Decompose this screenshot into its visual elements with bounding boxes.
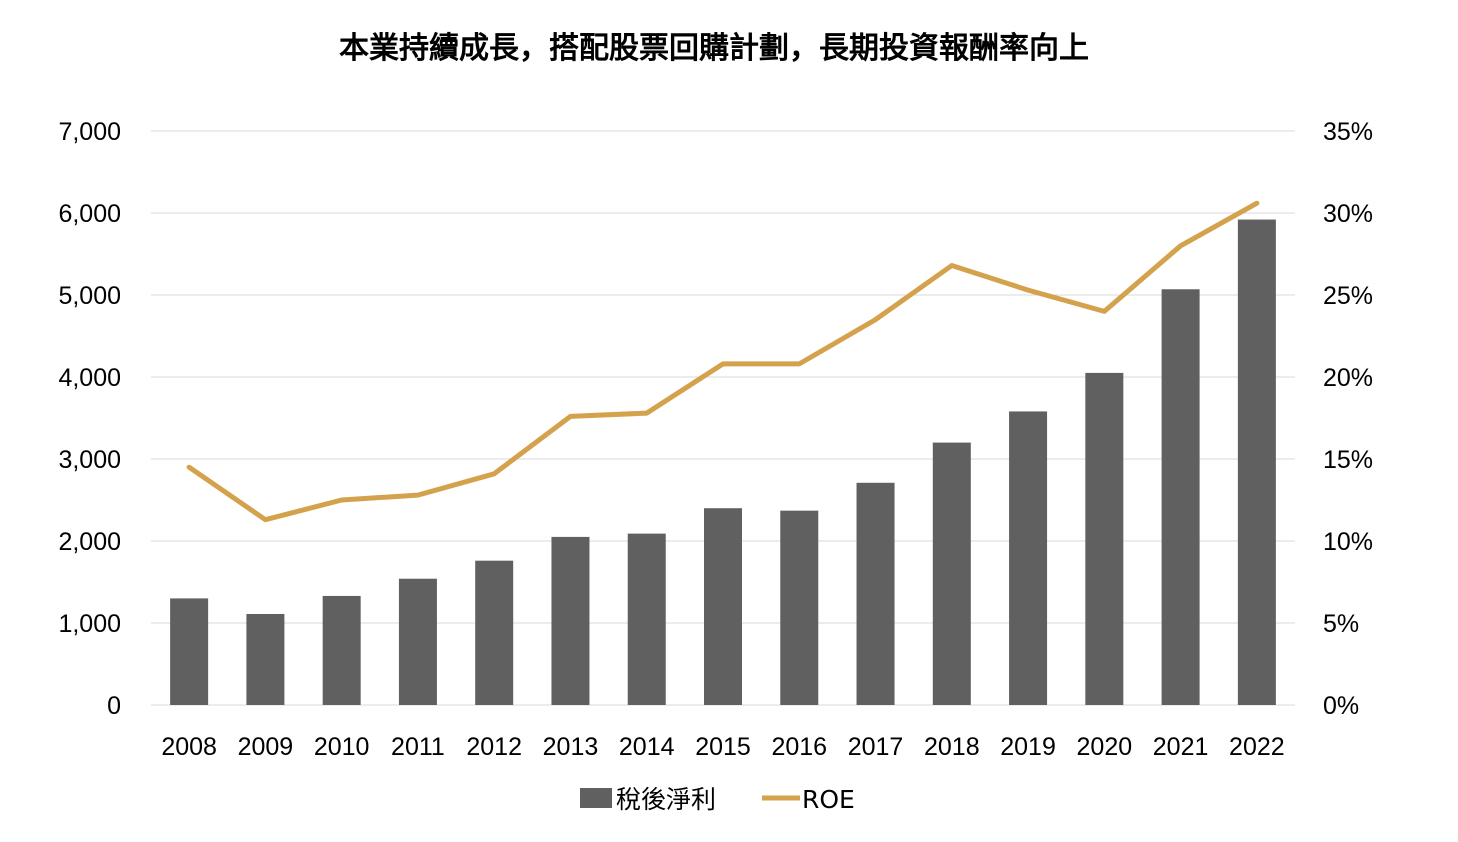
right-tick-label: 10% xyxy=(1323,528,1373,556)
roe-point-2013 xyxy=(568,414,573,419)
bar-2010 xyxy=(322,595,361,705)
gridlines xyxy=(151,130,1295,706)
left-tick-label: 1,000 xyxy=(58,610,121,638)
left-tick-label: 4,000 xyxy=(58,364,121,392)
x-axis: 2008 2009 2010 2011 2012 2013 2014 2015 2016 2017… xyxy=(161,733,1284,761)
right-tick-label: 0% xyxy=(1323,692,1359,720)
bar-2018 xyxy=(932,442,971,705)
bar-2016 xyxy=(780,510,819,705)
left-tick-label: 7,000 xyxy=(58,118,121,146)
x-tick-label: 2020 xyxy=(1077,733,1133,761)
right-tick-label: 25% xyxy=(1323,282,1373,310)
x-tick-label: 2013 xyxy=(543,733,599,761)
bar-2022 xyxy=(1237,219,1276,705)
legend-label-line: ROE xyxy=(802,785,855,814)
roe-point-2019 xyxy=(1026,288,1031,293)
chart-title: 本業持續成長，搭配股票回購計劃，長期投資報酬率向上 xyxy=(339,31,1089,66)
x-tick-label: 2015 xyxy=(695,733,751,761)
x-tick-label: 2017 xyxy=(848,733,904,761)
left-tick-label: 5,000 xyxy=(58,282,121,310)
right-tick-label: 15% xyxy=(1323,446,1373,474)
legend-label-bar: 稅後淨利 xyxy=(616,785,716,814)
x-tick-label: 2021 xyxy=(1153,733,1209,761)
bar-2017 xyxy=(856,482,895,705)
legend-swatch-bar xyxy=(580,788,612,808)
roe-point-2009 xyxy=(263,517,268,522)
bar-series xyxy=(170,219,1276,705)
roe-point-2011 xyxy=(415,493,420,498)
roe-point-2008 xyxy=(187,465,192,470)
left-tick-label: 3,000 xyxy=(58,446,121,474)
left-tick-label: 6,000 xyxy=(58,200,121,228)
right-tick-label: 30% xyxy=(1323,200,1373,228)
bar-2008 xyxy=(170,598,209,705)
roe-point-2014 xyxy=(644,411,649,416)
bar-2013 xyxy=(551,536,590,705)
right-tick-label: 35% xyxy=(1323,118,1373,146)
bar-2012 xyxy=(475,560,514,705)
x-tick-label: 2022 xyxy=(1229,733,1285,761)
roe-point-2012 xyxy=(492,471,497,476)
x-tick-label: 2012 xyxy=(466,733,522,761)
right-tick-label: 20% xyxy=(1323,364,1373,392)
roe-point-2018 xyxy=(949,263,954,268)
roe-point-2017 xyxy=(873,317,878,322)
roe-point-2022 xyxy=(1254,201,1259,206)
x-tick-label: 2010 xyxy=(314,733,370,761)
left-y-axis: 0 1,000 2,000 3,000 4,000 5,000 6,000 7,000 xyxy=(58,118,121,720)
x-tick-label: 2014 xyxy=(619,733,675,761)
x-tick-label: 2019 xyxy=(1000,733,1056,761)
roe-point-2021 xyxy=(1178,243,1183,248)
roe-point-2016 xyxy=(797,361,802,366)
bar-2021 xyxy=(1161,289,1200,705)
bar-2014 xyxy=(627,533,666,705)
bar-2015 xyxy=(704,508,742,705)
bar-2009 xyxy=(246,613,285,705)
left-tick-label: 0 xyxy=(107,692,121,720)
bar-2011 xyxy=(398,578,437,705)
left-tick-label: 2,000 xyxy=(58,528,121,556)
line-series xyxy=(186,200,1260,523)
x-tick-label: 2011 xyxy=(391,733,445,761)
right-y-axis: 0% 5% 10% 15% 20% 25% 30% 35% xyxy=(1323,118,1373,720)
roe-point-2015 xyxy=(721,361,725,366)
roe-point-2010 xyxy=(339,498,344,502)
right-tick-label: 5% xyxy=(1323,610,1359,638)
bar-2020 xyxy=(1085,372,1124,705)
x-tick-label: 2009 xyxy=(238,733,294,761)
x-tick-label: 2008 xyxy=(161,733,217,761)
bar-2019 xyxy=(1009,411,1048,705)
x-tick-label: 2016 xyxy=(771,733,827,761)
legend: 稅後淨利 ROE xyxy=(580,785,855,814)
x-tick-label: 2018 xyxy=(924,733,980,761)
roe-point-2020 xyxy=(1102,309,1107,314)
